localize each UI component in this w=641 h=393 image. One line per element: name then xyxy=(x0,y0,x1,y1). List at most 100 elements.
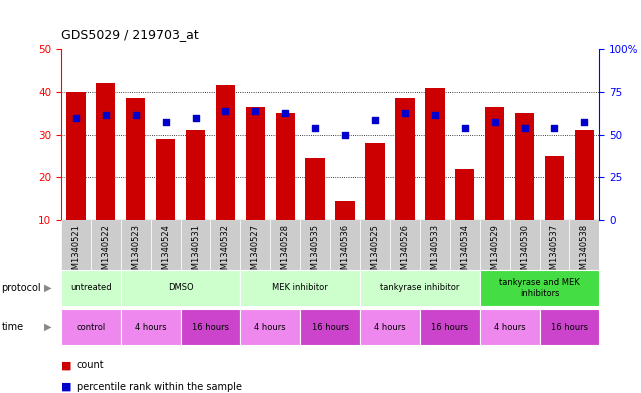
Text: GSM1340528: GSM1340528 xyxy=(281,224,290,280)
Bar xyxy=(360,220,390,299)
Bar xyxy=(515,113,535,220)
Bar xyxy=(181,309,240,345)
Text: control: control xyxy=(76,323,105,332)
Bar xyxy=(450,220,479,299)
Text: GSM1340524: GSM1340524 xyxy=(161,224,170,280)
Point xyxy=(519,125,529,131)
Text: GSM1340534: GSM1340534 xyxy=(460,224,469,280)
Text: percentile rank within the sample: percentile rank within the sample xyxy=(77,382,242,392)
Bar xyxy=(210,220,240,299)
Text: GSM1340531: GSM1340531 xyxy=(191,224,200,280)
Bar xyxy=(61,309,121,345)
Bar xyxy=(121,270,240,306)
Text: 4 hours: 4 hours xyxy=(494,323,526,332)
Text: count: count xyxy=(77,360,104,371)
Bar xyxy=(61,220,91,299)
Bar xyxy=(479,270,599,306)
Bar xyxy=(485,107,504,220)
Text: GSM1340529: GSM1340529 xyxy=(490,224,499,280)
Bar xyxy=(420,220,450,299)
Bar xyxy=(240,309,300,345)
Bar xyxy=(540,309,599,345)
Point xyxy=(101,112,111,119)
Text: GSM1340521: GSM1340521 xyxy=(71,224,80,280)
Text: GSM1340525: GSM1340525 xyxy=(370,224,379,280)
Text: DMSO: DMSO xyxy=(168,283,194,292)
Bar xyxy=(306,158,325,220)
Text: GSM1340535: GSM1340535 xyxy=(311,224,320,280)
Bar xyxy=(420,309,479,345)
Text: tankyrase inhibitor: tankyrase inhibitor xyxy=(380,283,460,292)
Bar xyxy=(156,139,176,220)
Bar xyxy=(91,220,121,299)
Text: GSM1340522: GSM1340522 xyxy=(101,224,110,280)
Bar xyxy=(360,270,479,306)
Bar xyxy=(126,98,146,220)
Point xyxy=(549,125,560,131)
Bar xyxy=(360,309,420,345)
Bar xyxy=(121,220,151,299)
Text: ▶: ▶ xyxy=(44,322,51,332)
Bar xyxy=(545,156,564,220)
Point xyxy=(340,131,350,138)
Point xyxy=(579,119,590,125)
Bar xyxy=(300,309,360,345)
Text: ■: ■ xyxy=(61,382,71,392)
Text: protocol: protocol xyxy=(1,283,41,293)
Bar xyxy=(276,113,295,220)
Bar xyxy=(455,169,474,220)
Bar xyxy=(335,201,355,220)
Text: 4 hours: 4 hours xyxy=(374,323,406,332)
Text: 4 hours: 4 hours xyxy=(135,323,167,332)
Text: 4 hours: 4 hours xyxy=(254,323,286,332)
Text: ■: ■ xyxy=(61,360,71,371)
Text: 16 hours: 16 hours xyxy=(431,323,469,332)
Bar xyxy=(395,98,415,220)
Text: GSM1340523: GSM1340523 xyxy=(131,224,140,280)
Bar xyxy=(66,92,86,220)
Bar xyxy=(186,130,205,220)
Text: 16 hours: 16 hours xyxy=(192,323,229,332)
Bar xyxy=(96,83,115,220)
Text: 16 hours: 16 hours xyxy=(312,323,349,332)
Bar xyxy=(365,143,385,220)
Point xyxy=(460,125,470,131)
Text: GSM1340533: GSM1340533 xyxy=(430,224,439,280)
Bar xyxy=(479,309,540,345)
Text: GSM1340527: GSM1340527 xyxy=(251,224,260,280)
Text: time: time xyxy=(1,322,24,332)
Point xyxy=(429,112,440,119)
Bar xyxy=(240,270,360,306)
Bar xyxy=(61,270,121,306)
Bar xyxy=(121,309,181,345)
Text: ▶: ▶ xyxy=(44,283,51,293)
Point xyxy=(190,114,201,121)
Text: GSM1340538: GSM1340538 xyxy=(580,224,589,280)
Text: GSM1340530: GSM1340530 xyxy=(520,224,529,280)
Point xyxy=(280,110,290,116)
Text: tankyrase and MEK
inhibitors: tankyrase and MEK inhibitors xyxy=(499,278,580,298)
Bar xyxy=(240,220,271,299)
Bar xyxy=(330,220,360,299)
Text: GDS5029 / 219703_at: GDS5029 / 219703_at xyxy=(61,28,199,41)
Bar xyxy=(569,220,599,299)
Bar xyxy=(151,220,181,299)
Point xyxy=(370,116,380,123)
Text: GSM1340532: GSM1340532 xyxy=(221,224,230,280)
Bar xyxy=(575,130,594,220)
Text: MEK inhibitor: MEK inhibitor xyxy=(272,283,328,292)
Bar xyxy=(246,107,265,220)
Point xyxy=(131,112,141,119)
Point xyxy=(160,119,171,125)
Point xyxy=(71,114,81,121)
Bar xyxy=(271,220,300,299)
Point xyxy=(490,119,500,125)
Bar xyxy=(300,220,330,299)
Text: GSM1340536: GSM1340536 xyxy=(340,224,349,280)
Point xyxy=(310,125,320,131)
Point xyxy=(221,108,231,114)
Point xyxy=(400,110,410,116)
Bar xyxy=(479,220,510,299)
Text: GSM1340537: GSM1340537 xyxy=(550,224,559,280)
Bar xyxy=(425,88,445,220)
